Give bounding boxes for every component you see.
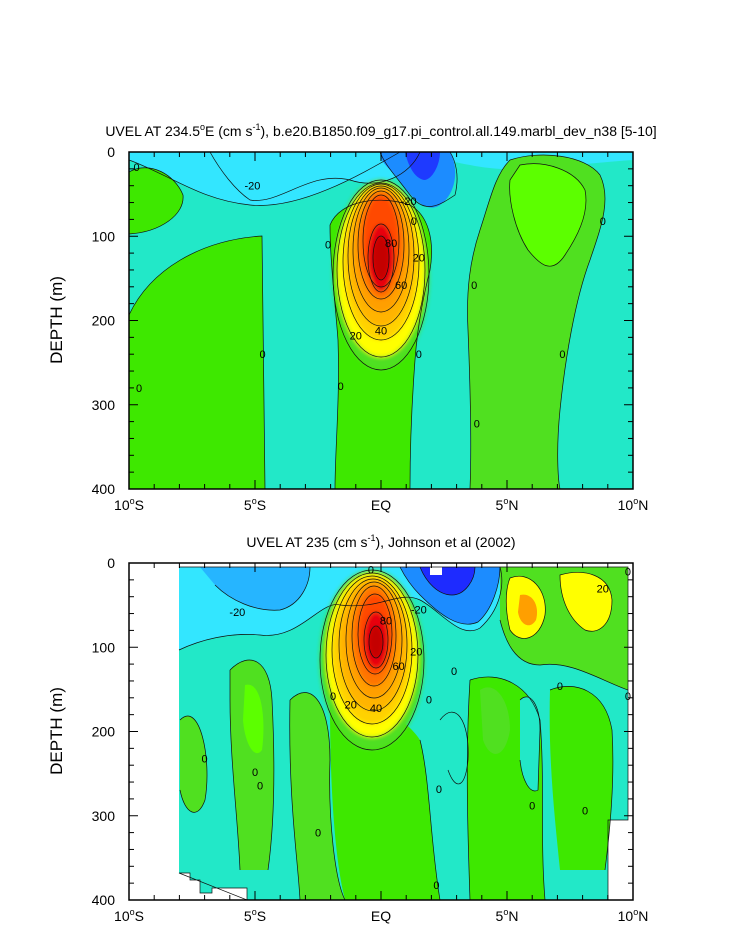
contour-label: 40	[375, 326, 387, 338]
x-tick-label: 5oN	[496, 907, 519, 924]
contour-label: -20	[229, 607, 245, 619]
contour-label: 20	[597, 583, 609, 595]
contour-label: 60	[395, 280, 407, 292]
y-tick-label: 400	[92, 481, 116, 497]
contour-label: 0	[202, 753, 208, 765]
contour-label: -20	[411, 604, 427, 616]
contour-label: 0	[600, 216, 606, 228]
y-tick-label: 300	[92, 808, 116, 824]
contour-label: 0	[338, 381, 344, 393]
panel-2: UVEL AT 235 (cm s-1), Johnson et al (200…	[47, 533, 648, 924]
contour-label: 0	[451, 666, 457, 678]
y-tick-label: 0	[107, 555, 115, 571]
x-tick-label: 10oS	[114, 907, 144, 924]
contour-label: 0	[368, 565, 374, 577]
contour-label: 80	[385, 238, 397, 250]
contour-label: 20	[350, 331, 362, 343]
contour-label: 0	[259, 349, 265, 361]
y-tick-label: 100	[92, 639, 116, 655]
panel-2-ylabel: DEPTH (m)	[47, 687, 66, 775]
x-tick-label: 10oN	[618, 496, 649, 513]
contour-label: -20	[245, 181, 261, 193]
contour-label: 20	[345, 700, 357, 712]
contour-label: 0	[471, 280, 477, 292]
y-tick-label: 200	[92, 313, 116, 329]
x-tick-label: 10oN	[618, 907, 649, 924]
contour-label: 0	[433, 880, 439, 892]
x-tick-label: 5oN	[496, 496, 519, 513]
y-tick-label: 100	[92, 228, 116, 244]
contour-label: 20	[413, 252, 425, 264]
contour-label: 0	[426, 694, 432, 706]
y-tick-label: 200	[92, 724, 116, 740]
contour-label: 0	[529, 801, 535, 813]
x-tick-label: EQ	[371, 497, 391, 513]
contour-label: -20	[401, 196, 417, 208]
contour-label: 20	[410, 646, 422, 658]
x-tick-label: 10oS	[114, 496, 144, 513]
contour-label: 0	[436, 784, 442, 796]
contour-label: 0	[136, 383, 142, 395]
contour-label: 0	[582, 806, 588, 818]
panel-1-title: UVEL AT 234.5oE (cm s-1), b.e20.B1850.f0…	[105, 122, 656, 139]
contour-label: 0	[257, 780, 263, 792]
contour-label: 0	[474, 418, 480, 430]
contour-label: 0	[411, 216, 417, 228]
contour-label: 0	[325, 240, 331, 252]
y-tick-label: 300	[92, 397, 116, 413]
panel-1-ylabel: DEPTH (m)	[47, 276, 66, 364]
contour-label: 0	[252, 767, 258, 779]
contour-label: 0	[559, 349, 565, 361]
contour-label: 80	[380, 615, 392, 627]
x-tick-label: 5oS	[244, 496, 266, 513]
contour-label: 0	[625, 691, 631, 703]
contour-label: 0	[625, 566, 631, 578]
contour-label: 0	[557, 681, 563, 693]
x-tick-label: EQ	[371, 908, 391, 924]
contour-label: 0	[315, 828, 321, 840]
x-tick-label: 5oS	[244, 907, 266, 924]
contour-label: 0	[330, 691, 336, 703]
contour-label: 60	[393, 661, 405, 673]
y-tick-label: 400	[92, 892, 116, 908]
contour-label: 0	[416, 349, 422, 361]
contour-label: 0	[133, 162, 139, 174]
y-tick-label: 0	[107, 144, 115, 160]
contour-label: 40	[370, 703, 382, 715]
panel-1: UVEL AT 234.5oE (cm s-1), b.e20.B1850.f0…	[47, 122, 657, 513]
panel-1-contour-field: 0 -20 -20 0 0 0 80 20 60 0 40 20 0 0 0 0 0 0	[129, 152, 633, 489]
panel-2-title: UVEL AT 235 (cm s-1), Johnson et al (200…	[246, 533, 515, 550]
